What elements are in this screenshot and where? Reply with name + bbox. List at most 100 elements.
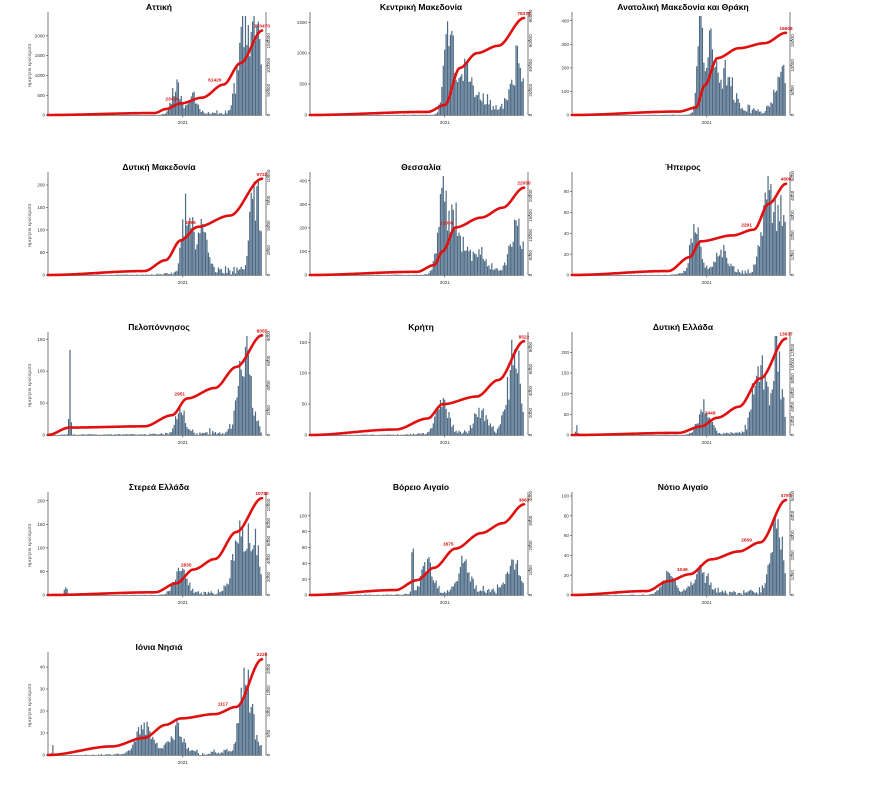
daily-bar xyxy=(742,431,743,435)
left-tick-label: 150 xyxy=(37,522,45,527)
chart-plot: 0204060801000100020003000400020211875366… xyxy=(290,482,552,632)
daily-bar xyxy=(195,751,196,755)
daily-bar xyxy=(413,434,414,435)
left-tick-label: 200 xyxy=(561,350,569,355)
daily-bar xyxy=(252,21,253,115)
daily-bar xyxy=(109,434,110,435)
daily-bar xyxy=(204,592,205,595)
daily-bar xyxy=(185,578,186,595)
daily-bar xyxy=(216,753,217,755)
right-tick-label: 4000 xyxy=(266,380,271,391)
daily-bar xyxy=(679,591,680,595)
right-tick-label: 4000 xyxy=(266,553,271,564)
daily-bar xyxy=(729,434,730,435)
daily-bar xyxy=(785,83,786,115)
daily-bar xyxy=(171,273,172,275)
right-tick-label: 2000 xyxy=(266,571,271,582)
daily-bar xyxy=(488,589,489,595)
x-tick-label: 2021 xyxy=(440,440,451,445)
daily-bar xyxy=(241,267,242,275)
daily-bar xyxy=(251,707,252,755)
daily-bar xyxy=(174,740,175,755)
daily-bar xyxy=(417,586,418,595)
daily-bar xyxy=(228,751,229,755)
daily-bar xyxy=(666,571,667,595)
daily-bar xyxy=(444,592,445,595)
daily-bar xyxy=(710,267,711,275)
daily-bar xyxy=(95,434,96,435)
daily-bar xyxy=(428,557,429,595)
daily-bar xyxy=(719,255,720,275)
daily-bar xyxy=(770,102,771,115)
daily-bar xyxy=(695,93,696,115)
daily-bar xyxy=(746,430,747,435)
daily-bar xyxy=(772,389,773,435)
daily-bar xyxy=(718,257,719,275)
daily-bar xyxy=(747,105,748,116)
daily-bar xyxy=(463,433,464,435)
daily-bar xyxy=(720,250,721,275)
daily-bar xyxy=(444,202,445,275)
daily-bar xyxy=(762,355,763,435)
daily-bar xyxy=(716,253,717,275)
daily-bar xyxy=(171,432,172,435)
daily-bar xyxy=(255,221,256,275)
daily-bar xyxy=(510,566,511,595)
daily-bar xyxy=(773,90,774,115)
daily-bar xyxy=(515,45,516,115)
daily-bar xyxy=(456,581,457,595)
daily-bar xyxy=(407,434,408,435)
daily-bar xyxy=(211,752,212,755)
daily-bar xyxy=(179,248,180,275)
daily-bar xyxy=(251,551,252,595)
cumulative-line xyxy=(48,31,262,115)
daily-bar xyxy=(702,259,703,275)
daily-bar xyxy=(135,742,136,755)
daily-bar xyxy=(520,68,521,115)
daily-bar xyxy=(523,412,524,435)
daily-bar xyxy=(448,46,449,115)
daily-bar xyxy=(433,261,434,275)
daily-bar xyxy=(777,77,778,115)
daily-bar xyxy=(517,226,518,275)
daily-bar xyxy=(171,736,172,755)
daily-bar xyxy=(441,87,442,115)
daily-bar xyxy=(517,373,518,435)
daily-bar xyxy=(497,110,498,115)
daily-bar xyxy=(245,551,246,595)
daily-bar xyxy=(216,434,217,435)
daily-bar xyxy=(782,389,783,435)
daily-bar xyxy=(453,425,454,435)
daily-bar xyxy=(239,704,240,755)
cumulative-annotation: 23420 xyxy=(165,96,179,102)
cumulative-line xyxy=(48,179,262,275)
daily-bar xyxy=(258,181,259,275)
daily-bar xyxy=(685,271,686,275)
right-tick-label: 4000 xyxy=(528,385,533,396)
daily-bar xyxy=(685,434,686,435)
daily-bar xyxy=(182,219,183,275)
daily-bar xyxy=(675,274,676,275)
daily-bar xyxy=(477,257,478,275)
daily-bar xyxy=(763,588,764,595)
daily-bar xyxy=(246,549,247,595)
daily-bar xyxy=(169,591,170,595)
left-tick-label: 100 xyxy=(299,371,307,376)
daily-bar xyxy=(221,113,222,115)
daily-bar xyxy=(106,434,107,435)
daily-bar xyxy=(406,434,407,435)
daily-bar xyxy=(488,425,489,435)
daily-bar xyxy=(765,583,766,595)
daily-bar xyxy=(199,594,200,595)
daily-bar xyxy=(129,750,130,755)
right-tick-label: 0 xyxy=(528,433,533,436)
daily-bar xyxy=(725,591,726,595)
daily-bar xyxy=(487,94,488,115)
daily-bar xyxy=(493,426,494,435)
x-tick-label: 2021 xyxy=(702,600,713,605)
daily-bar xyxy=(192,429,193,435)
daily-bar xyxy=(443,593,444,595)
daily-bar xyxy=(477,417,478,435)
daily-bar xyxy=(256,421,257,435)
daily-bar xyxy=(782,537,783,595)
